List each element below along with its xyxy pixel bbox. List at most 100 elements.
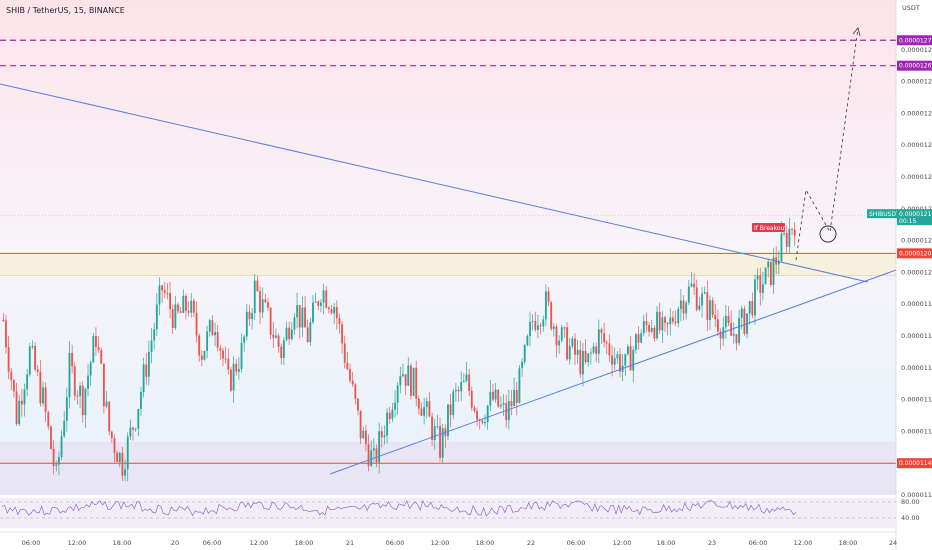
candle-body xyxy=(18,400,21,424)
candle-body xyxy=(198,335,201,356)
candle xyxy=(510,390,513,416)
candle-body xyxy=(693,283,696,288)
candle-body xyxy=(740,308,743,318)
candle xyxy=(206,325,209,358)
candle-body xyxy=(518,368,521,403)
candle xyxy=(727,306,730,327)
candle xyxy=(613,347,616,371)
candle-body xyxy=(399,376,402,386)
candle xyxy=(791,227,793,235)
candle-body xyxy=(264,299,267,303)
x-tick-label: 12:00 xyxy=(613,539,632,547)
candle xyxy=(298,305,301,339)
symbol-box xyxy=(867,209,897,219)
candle xyxy=(399,366,402,394)
candle-body xyxy=(780,233,783,261)
candle xyxy=(656,306,658,341)
candle xyxy=(653,325,656,342)
candle-body xyxy=(640,333,643,343)
candle-body xyxy=(709,300,711,321)
candle-body xyxy=(171,309,174,328)
candle-body xyxy=(666,322,669,325)
x-tick-label: 18:00 xyxy=(657,539,676,547)
candle xyxy=(52,440,55,475)
candle xyxy=(624,353,627,377)
candle xyxy=(386,408,389,444)
candle xyxy=(5,314,7,354)
candle xyxy=(513,377,516,407)
candle-body xyxy=(513,389,516,407)
candle-body xyxy=(290,329,293,340)
candle xyxy=(690,271,693,288)
rsi-level-label: 80.00 xyxy=(901,498,920,506)
candle xyxy=(282,337,285,366)
y-tick-label: 0.00001190 xyxy=(901,300,932,308)
candle xyxy=(243,334,246,352)
y-tick-label: 0.00001210 xyxy=(901,237,932,245)
candle xyxy=(772,247,775,294)
candle xyxy=(79,382,82,409)
candle-body xyxy=(656,311,658,339)
candle xyxy=(338,313,341,334)
candle xyxy=(769,261,772,288)
candle xyxy=(259,286,261,325)
candle-body xyxy=(296,305,299,318)
candle-body xyxy=(87,375,89,389)
candle-body xyxy=(327,307,330,310)
candle-body xyxy=(584,350,587,363)
candle-body xyxy=(537,325,539,330)
candle-body xyxy=(695,287,698,310)
candle xyxy=(499,396,502,409)
candle xyxy=(579,340,582,378)
candle-body xyxy=(333,306,336,314)
candle-body xyxy=(529,321,531,337)
candle-body xyxy=(28,346,31,375)
candle-body xyxy=(441,428,444,458)
candle-body xyxy=(788,228,791,247)
y-tick-label: 0.00001150 xyxy=(901,427,932,435)
x-tick-label: 06:00 xyxy=(203,539,222,547)
candle xyxy=(293,313,296,336)
candle-body xyxy=(420,408,423,416)
candle-body xyxy=(544,291,547,320)
candle-body xyxy=(190,300,193,313)
candle-body xyxy=(200,355,203,360)
candle xyxy=(706,280,709,332)
y-tick-label: 0.00001160 xyxy=(901,396,932,404)
candle-body xyxy=(161,285,164,291)
candle xyxy=(20,388,23,417)
candle-body xyxy=(129,427,132,437)
candle xyxy=(63,411,66,438)
candle xyxy=(108,401,111,436)
candle-body xyxy=(179,311,182,313)
candle xyxy=(161,284,164,303)
candle xyxy=(60,430,63,461)
candle xyxy=(645,312,648,332)
candle-body xyxy=(682,300,685,314)
candle-body xyxy=(605,342,608,344)
candle xyxy=(529,311,531,347)
candle xyxy=(409,363,412,400)
candle xyxy=(555,323,558,358)
candle-body xyxy=(703,292,706,294)
candle xyxy=(521,358,523,377)
candle xyxy=(232,356,235,403)
candle-body xyxy=(65,397,68,421)
candle-body xyxy=(195,312,198,336)
target1-tag-box xyxy=(897,60,932,71)
candle xyxy=(126,432,129,482)
candle-body xyxy=(624,354,627,366)
candle-body xyxy=(560,327,563,341)
candle xyxy=(354,383,357,405)
candle-body xyxy=(727,315,730,324)
candle xyxy=(341,320,344,354)
candle xyxy=(589,348,592,365)
candle xyxy=(452,388,455,420)
candle xyxy=(552,323,555,337)
candle xyxy=(732,322,735,345)
target2-tag-box xyxy=(897,35,932,46)
candle-body xyxy=(335,306,338,319)
candle xyxy=(695,279,698,312)
candle xyxy=(449,393,452,428)
